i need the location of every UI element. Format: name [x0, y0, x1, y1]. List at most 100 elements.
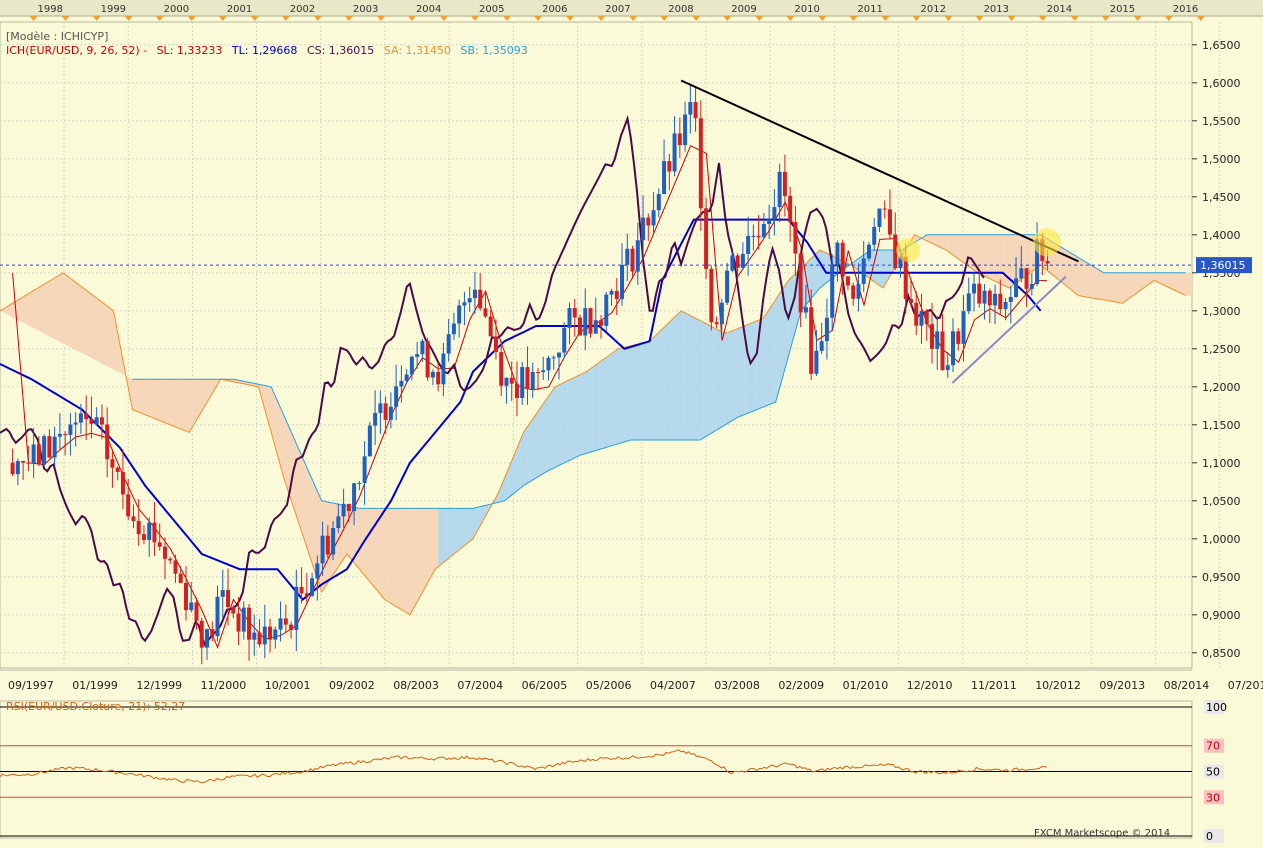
candle-body [740, 253, 745, 268]
candle-body [735, 255, 740, 268]
candle-body [824, 317, 829, 342]
candle-body [520, 367, 525, 399]
candle-body [730, 255, 735, 271]
candle-body [162, 546, 167, 559]
candle-body [866, 244, 871, 259]
candle-body [147, 522, 152, 540]
candle-body [635, 240, 640, 272]
price-tick-label: 1,3000 [1202, 305, 1241, 318]
model-label: [Modèle : ICHICYP] [6, 30, 114, 43]
candle-body [583, 308, 588, 336]
year-bar [0, 0, 1263, 16]
year-label: 2005 [479, 4, 504, 15]
candle-body [320, 535, 325, 564]
candle-body [793, 221, 798, 254]
price-tick-label: 0,9500 [1202, 571, 1241, 584]
candle-body [331, 528, 336, 555]
candle-body [872, 226, 877, 245]
support-trendline [951, 275, 1067, 384]
candle-body [1029, 284, 1034, 289]
rsi-level-label: 100 [1206, 701, 1227, 714]
candle-body [546, 357, 551, 371]
candle-body [929, 324, 934, 349]
candle-body [861, 258, 866, 284]
date-tick-label: 02/2009 [778, 679, 824, 692]
candle-body [625, 248, 630, 265]
candle-body [467, 298, 472, 303]
candle-body [252, 632, 257, 640]
candle-body [362, 456, 367, 483]
candle-body [914, 302, 919, 326]
year-label: 2013 [984, 4, 1009, 15]
candle-body [488, 316, 493, 337]
candle-body [10, 462, 15, 475]
candle-body [94, 417, 99, 424]
candle-body [646, 217, 651, 226]
price-tick-label: 1,2500 [1202, 343, 1241, 356]
kijun-sen-line [0, 218, 1042, 601]
candle-body [662, 161, 667, 195]
year-marker [786, 16, 795, 21]
candle-body [373, 412, 378, 426]
candle-body [851, 285, 856, 299]
candle-body [462, 302, 467, 306]
candle-body [241, 607, 246, 632]
candle-body [15, 460, 20, 475]
price-plot-frame [0, 21, 1193, 669]
candle-body [168, 558, 173, 561]
candle-body [436, 371, 441, 385]
price-tick-label: 1,0500 [1202, 495, 1241, 508]
price-tick-label: 0,9000 [1202, 609, 1241, 622]
date-tick-label: 09/2013 [1099, 679, 1145, 692]
candle-body [394, 386, 399, 407]
date-tick-label: 12/1999 [136, 679, 182, 692]
candle-body [609, 290, 614, 295]
candle-body [57, 433, 62, 437]
year-marker [849, 16, 858, 21]
candle-body [756, 235, 761, 238]
year-marker [912, 16, 921, 21]
date-tick-label: 08/2014 [1164, 679, 1210, 692]
candle-body [457, 305, 462, 324]
candle-body [21, 460, 26, 463]
candle-body [940, 331, 945, 371]
candle-body [283, 618, 288, 625]
candle-body [630, 248, 635, 272]
candle-body [966, 293, 971, 312]
candle-body [672, 133, 677, 172]
price-tick-label: 1,6000 [1202, 77, 1241, 90]
candle-body [173, 560, 178, 574]
candle-body [315, 563, 320, 579]
year-label: 2003 [353, 4, 378, 15]
year-marker [818, 16, 827, 21]
year-label: 2008 [668, 4, 693, 15]
candle-body [99, 417, 104, 425]
candle-body [877, 208, 882, 227]
rsi-level-badge [1204, 790, 1224, 805]
candle-body [178, 573, 183, 583]
candle-body [551, 357, 556, 359]
date-tick-label: 06/2005 [522, 679, 568, 692]
candle-body [404, 374, 409, 381]
candle-body [210, 629, 215, 637]
year-marker [881, 16, 890, 21]
candle-body [830, 264, 835, 318]
rsi-level-label: 70 [1206, 740, 1220, 753]
candle-body [798, 253, 803, 313]
price-tick-label: 1,4000 [1202, 229, 1241, 242]
senkou-span-a-line [0, 234, 1186, 616]
candle-body [746, 235, 751, 254]
date-tick-label: 10/2001 [265, 679, 311, 692]
candle-body [525, 367, 530, 390]
candle-body [136, 521, 141, 535]
candle-body [599, 320, 604, 326]
year-marker [250, 16, 259, 21]
tl-value: TL: 1,29668 [231, 44, 298, 57]
price-tick-label: 1,4500 [1202, 191, 1241, 204]
candle-body [215, 596, 220, 637]
candle-body [777, 171, 782, 208]
indicator-legend: ICH(EUR/USD, 9, 26, 52) - SL: 1,33233 TL… [6, 44, 534, 57]
year-marker [755, 16, 764, 21]
candle-body [68, 424, 73, 435]
